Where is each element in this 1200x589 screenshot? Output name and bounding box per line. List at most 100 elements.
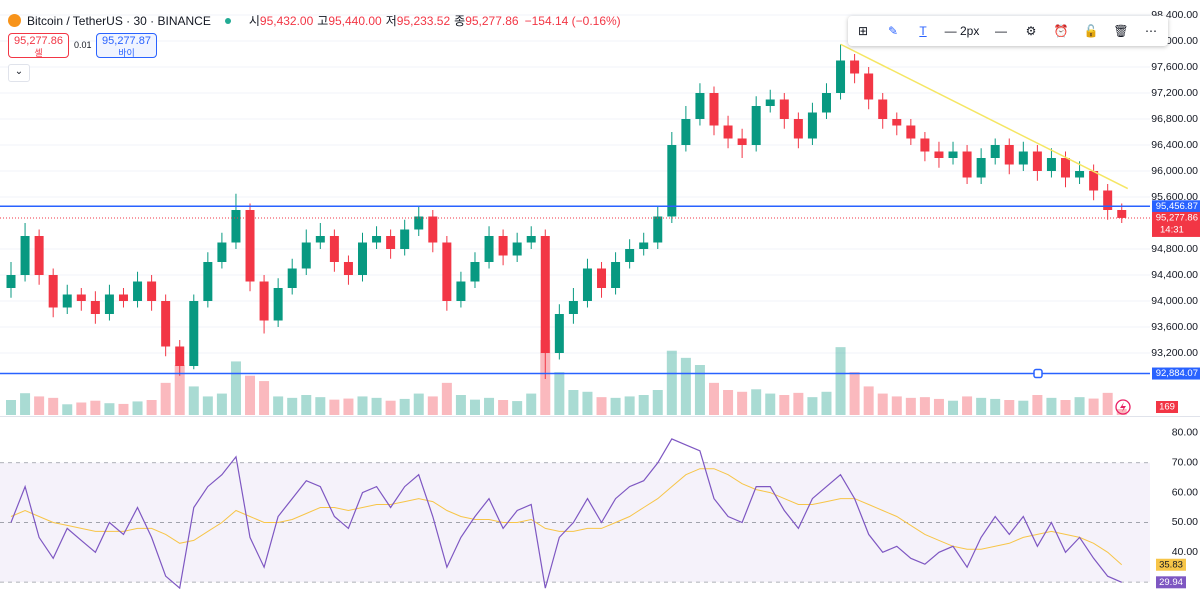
volume-bar — [962, 396, 973, 415]
tool-alert[interactable]: ⏰ — [1053, 24, 1069, 38]
volume-bar — [76, 402, 87, 415]
volume-bar — [230, 361, 241, 415]
candle-body — [343, 262, 353, 275]
volume-bar — [216, 393, 227, 415]
y-tick-label: 96,000.00 — [1151, 165, 1198, 177]
volume-bar — [694, 365, 705, 415]
rsi-ma-line — [10, 468, 1123, 566]
volume-bar — [568, 390, 579, 415]
sell-button[interactable]: 95,277.86 셀 — [8, 33, 69, 58]
volume-bar — [877, 393, 888, 415]
candle-body — [836, 60, 846, 93]
tool-text[interactable]: T — [919, 24, 927, 38]
candle-body — [118, 294, 128, 301]
candle-body — [850, 60, 860, 74]
candle-body — [751, 106, 761, 145]
y-tick-label: 93,600.00 — [1151, 321, 1198, 333]
volume-bar — [680, 357, 691, 415]
candle-body — [667, 145, 677, 217]
volume-bar — [118, 403, 129, 415]
y-tick-label: 95,600.00 — [1151, 191, 1198, 203]
width-label: 2px — [959, 24, 980, 38]
ohlc: 시95,432.00 고95,440.00 저95,233.52 종95,277.86 — [245, 12, 519, 29]
volume-bar — [1074, 397, 1085, 415]
volume-bar — [526, 393, 537, 415]
candle-body — [1004, 145, 1014, 165]
candle-body — [231, 210, 241, 243]
volume-bar — [441, 382, 452, 415]
rsi-value-tag — [1156, 576, 1186, 589]
ohlc-label: 저 — [385, 14, 397, 28]
candle-body — [62, 294, 72, 308]
y-tick-label: 97,200.00 — [1151, 87, 1198, 99]
y-tick-label: 94,400.00 — [1151, 269, 1198, 281]
candle-body — [484, 236, 494, 262]
tool-delete[interactable]: 🗑 — [1113, 24, 1129, 38]
symbol-title[interactable]: Bitcoin / TetherUS · 30 · BINANCE — [27, 13, 211, 28]
rsi-tick-label: 70.00 — [1172, 457, 1198, 469]
price-tag — [1152, 200, 1200, 213]
y-tick-label: 97,600.00 — [1151, 61, 1198, 73]
ohlc-value: 95,277.86 — [465, 14, 519, 28]
ohlc-label: 종 — [454, 14, 466, 28]
volume-bar — [737, 391, 748, 415]
last-price-label: 95,277.86 — [1156, 212, 1198, 223]
symbol-header: Bitcoin / TetherUS · 30 · BINANCE 시95,43… — [8, 12, 621, 29]
volume-bar — [1004, 400, 1015, 415]
tool-settings[interactable]: ⚙ — [1025, 24, 1037, 38]
volume-bar — [1060, 400, 1071, 415]
candle-body — [920, 138, 930, 152]
candle-body — [273, 288, 283, 321]
buy-label: 바이 — [118, 48, 135, 58]
candle-body — [76, 294, 86, 301]
tool-grid[interactable]: ⊞ — [857, 24, 869, 38]
volume-bar — [245, 375, 256, 415]
candle-body — [878, 99, 888, 119]
candle-body — [864, 73, 874, 100]
volume-bar — [48, 397, 59, 415]
candle-body — [400, 229, 410, 249]
candle-body — [625, 249, 635, 262]
ohlc-value: 95,440.00 — [328, 14, 382, 28]
candle-body — [821, 93, 831, 113]
volume-bar — [427, 396, 438, 415]
volume-bar — [146, 400, 157, 415]
tool-width[interactable]: — 2px — [944, 24, 980, 38]
volume-bar — [990, 398, 1001, 415]
y-tick-label: 94,000.00 — [1151, 295, 1198, 307]
volume-bar — [90, 400, 101, 415]
volume-bar — [385, 400, 396, 415]
candle-body — [934, 151, 944, 158]
candle-body — [203, 262, 213, 301]
candle-body — [372, 236, 382, 243]
buy-button[interactable]: 95,277.87 바이 — [96, 33, 157, 58]
candle-body — [456, 281, 466, 301]
candle-body — [639, 242, 649, 249]
rsi-tick-label: 50.00 — [1172, 516, 1198, 528]
candle-body — [653, 216, 663, 243]
volume-bar — [793, 392, 804, 415]
tool-line-style[interactable]: — — [995, 24, 1007, 38]
volume-bar — [343, 398, 354, 415]
sell-label: 셀 — [34, 48, 43, 58]
tool-lock[interactable]: 🔓 — [1083, 24, 1099, 38]
candle-body — [175, 346, 185, 366]
volume-bar — [484, 397, 495, 415]
candle-body — [597, 268, 607, 288]
rsi-value-label: 35.83 — [1159, 559, 1183, 570]
volume-bar — [624, 396, 635, 415]
candle-body — [611, 262, 621, 288]
candle-body — [498, 236, 508, 256]
collapse-button[interactable]: ⌄ — [8, 64, 30, 82]
tool-more[interactable]: ⋯ — [1145, 24, 1157, 38]
candle-body — [217, 242, 227, 262]
candle-body — [90, 301, 100, 314]
rsi-tick-label: 40.00 — [1172, 546, 1198, 558]
volume-bar — [652, 390, 663, 415]
candle-body — [582, 268, 592, 301]
volume-bar — [287, 397, 298, 415]
candle-body — [512, 242, 522, 256]
volume-bar — [610, 397, 621, 415]
tool-pen[interactable]: ✎ — [887, 24, 899, 38]
price-tag-label: 95,456.87 — [1156, 201, 1198, 212]
